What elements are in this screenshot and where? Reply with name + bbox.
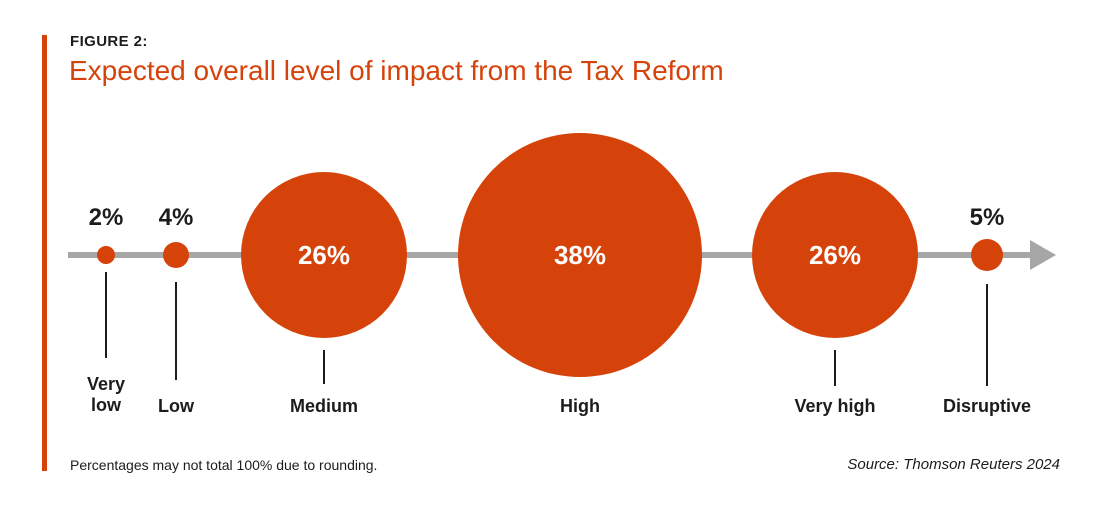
leader-line-medium bbox=[323, 350, 325, 384]
leader-line-very-high bbox=[834, 350, 836, 386]
category-label-disruptive: Disruptive bbox=[942, 396, 1032, 416]
accent-bar bbox=[42, 35, 47, 471]
footnote: Percentages may not total 100% due to ro… bbox=[70, 457, 378, 473]
value-label-very-low: 2% bbox=[88, 204, 124, 231]
bubble-low bbox=[163, 242, 189, 268]
figure-label: FIGURE 2: bbox=[70, 33, 148, 50]
value-label-high: 38% bbox=[553, 239, 607, 270]
leader-line-low bbox=[175, 282, 177, 380]
leader-line-very-low bbox=[105, 272, 107, 358]
category-label-medium: Medium bbox=[289, 396, 358, 416]
value-label-disruptive: 5% bbox=[969, 204, 1005, 231]
value-label-very-high: 26% bbox=[808, 239, 862, 270]
bubble-medium: 26% bbox=[241, 172, 407, 338]
bubble-disruptive bbox=[971, 239, 1003, 271]
value-label-medium: 26% bbox=[297, 239, 351, 270]
category-label-high: High bbox=[560, 396, 600, 416]
category-label-very-high: Very high bbox=[794, 396, 876, 416]
bubble-very-low bbox=[97, 246, 115, 264]
source-credit: Source: Thomson Reuters 2024 bbox=[847, 456, 1060, 473]
category-label-very-low: Very low bbox=[86, 374, 126, 415]
bubble-very-high: 26% bbox=[752, 172, 918, 338]
axis-arrowhead-icon bbox=[1030, 240, 1056, 270]
value-label-low: 4% bbox=[158, 204, 194, 231]
bubble-high: 38% bbox=[458, 133, 702, 377]
leader-line-disruptive bbox=[986, 284, 988, 386]
page-title: Expected overall level of impact from th… bbox=[69, 55, 724, 86]
category-label-low: Low bbox=[158, 396, 194, 416]
